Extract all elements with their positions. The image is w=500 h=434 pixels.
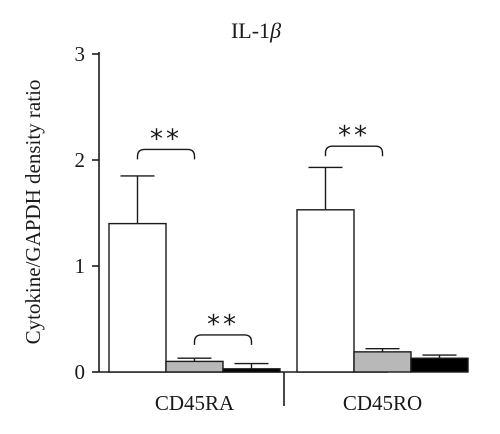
chart-title-main: IL-1 [231, 18, 270, 43]
significance-bracket [324, 145, 384, 157]
significance-label: ** [150, 124, 182, 154]
error-bars [120, 166, 457, 369]
chart-title: IL-1β [231, 18, 281, 43]
significance-bracket [193, 334, 253, 345]
bar [108, 222, 167, 373]
significance-bracket [136, 148, 196, 160]
bar [353, 351, 412, 373]
chart-title-symbol: β [269, 18, 281, 43]
significance-label: ** [207, 310, 239, 340]
bar [165, 360, 224, 373]
significance-markers: ** ** ** [136, 121, 384, 345]
x-tick-label: CD45RO [343, 391, 422, 415]
axes: 0 1 2 3 CD45RA CD45RO [75, 42, 423, 415]
y-tick-label: 2 [75, 148, 86, 172]
x-tick-label: CD45RA [155, 391, 235, 415]
y-tick-label: 0 [75, 360, 86, 384]
y-axis-label: Cytokine/GAPDH density ratio [21, 80, 45, 345]
bars [108, 209, 469, 373]
y-tick-label: 1 [75, 254, 86, 278]
bar [410, 357, 469, 373]
bar [222, 368, 281, 373]
y-tick-label: 3 [75, 42, 86, 66]
significance-label: ** [338, 121, 370, 151]
bar [296, 209, 355, 373]
